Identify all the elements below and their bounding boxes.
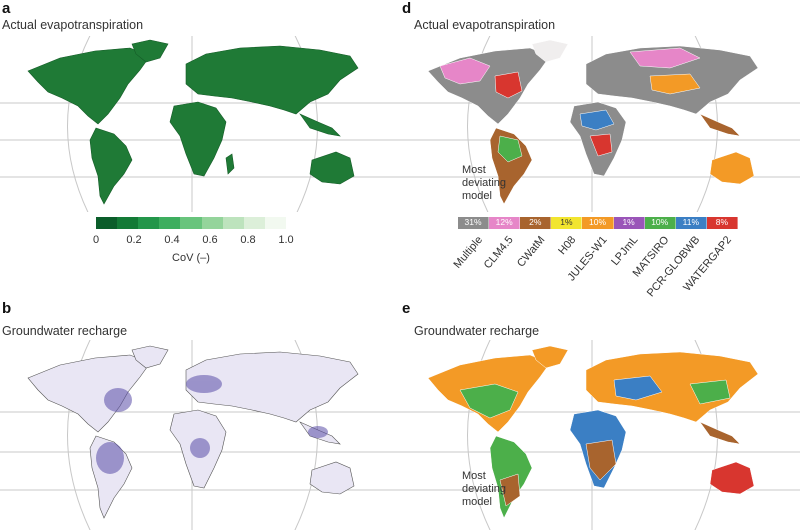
panel-letter: a — [2, 0, 11, 17]
panel-e: e Groundwater recharge — [400, 300, 800, 530]
colorbar-segment — [96, 217, 118, 229]
legend-label-h08: H08 — [555, 234, 579, 258]
panel-title: Actual evapotranspiration — [414, 18, 556, 32]
panel-letter: e — [402, 300, 411, 317]
panel-title: Groundwater recharge — [414, 324, 540, 338]
label-line: deviating — [462, 177, 507, 189]
label-line: Most — [462, 470, 486, 482]
continents — [427, 345, 759, 519]
label-line: Most — [462, 164, 486, 176]
panel-title: Groundwater recharge — [2, 324, 128, 338]
world-map-groundwater-recharge-cov — [0, 340, 400, 530]
world-map-most-deviating-model-recharge — [400, 340, 800, 530]
colorbar-tick-label: 0.8 — [240, 234, 256, 246]
legend-swatch-multiple: 31% — [458, 217, 490, 229]
colorbar-tick-label: 0 — [92, 234, 100, 246]
legend-label-cwatm: CWatM — [514, 234, 547, 270]
model-legend-bar: 31% 12% 2% 1% 10% 1% 10% 11% 8% — [458, 217, 738, 229]
panel-d: d Actual evapotranspiration — [400, 0, 800, 300]
colorbar-segment — [117, 217, 139, 229]
colorbar-segment — [159, 217, 181, 229]
panel-title: Actual evapotranspiration — [2, 18, 144, 32]
most-deviating-label: Most deviating model — [462, 164, 506, 203]
colorbar-segment — [243, 217, 265, 229]
panel-letter: b — [2, 300, 12, 317]
legend-label-clm4.5: CLM4.5 — [481, 234, 516, 272]
recharge-hotspots — [96, 375, 328, 474]
legend-swatch-matsiro: 10% — [644, 217, 676, 229]
legend-swatch-watergap2: 8% — [706, 217, 738, 229]
panel-b: b Groundwater recharge — [0, 300, 400, 530]
world-map-evapotranspiration-cov — [0, 36, 400, 212]
legend-label-multiple: Multiple — [451, 234, 485, 271]
colorbar-segment — [222, 217, 244, 229]
colorbar-segment — [201, 217, 223, 229]
legend-swatch-pcr-globwb: 11% — [675, 217, 707, 229]
legend-label-lpjml: LPJmL — [609, 234, 641, 268]
panel-letter: d — [402, 0, 412, 17]
colorbar-cov — [96, 217, 286, 229]
panel-a: a Actual evapotranspiration 0 0.2 0.4 0.6 0.… — [0, 0, 400, 265]
label-line: model — [462, 190, 492, 202]
colorbar-segment — [138, 217, 160, 229]
continents — [427, 39, 759, 205]
label-line: deviating — [462, 483, 507, 495]
colorbar-tick-label: 0.2 — [126, 234, 142, 246]
legend-swatch-lpjml: 1% — [613, 217, 645, 229]
colorbar-tick-label: 0.4 — [164, 234, 180, 246]
colorbar-tick-label: 0.6 — [202, 234, 218, 246]
label-line: model — [462, 496, 492, 508]
legend-swatch-cwatm: 2% — [520, 217, 552, 229]
colorbar-segment — [180, 217, 202, 229]
legend-swatch-clm4.5: 12% — [489, 217, 521, 229]
world-map-most-deviating-model-evapotranspiration — [400, 36, 800, 212]
legend-swatch-h08: 1% — [551, 217, 583, 229]
continents — [27, 39, 359, 205]
colorbar-tick-label: 1.0 — [278, 234, 294, 246]
legend-swatch-jules-w1: 10% — [582, 217, 614, 229]
most-deviating-label: Most deviating model — [462, 470, 506, 509]
colorbar-segment — [264, 217, 286, 229]
colorbar-title: CoV (–) — [172, 252, 210, 264]
